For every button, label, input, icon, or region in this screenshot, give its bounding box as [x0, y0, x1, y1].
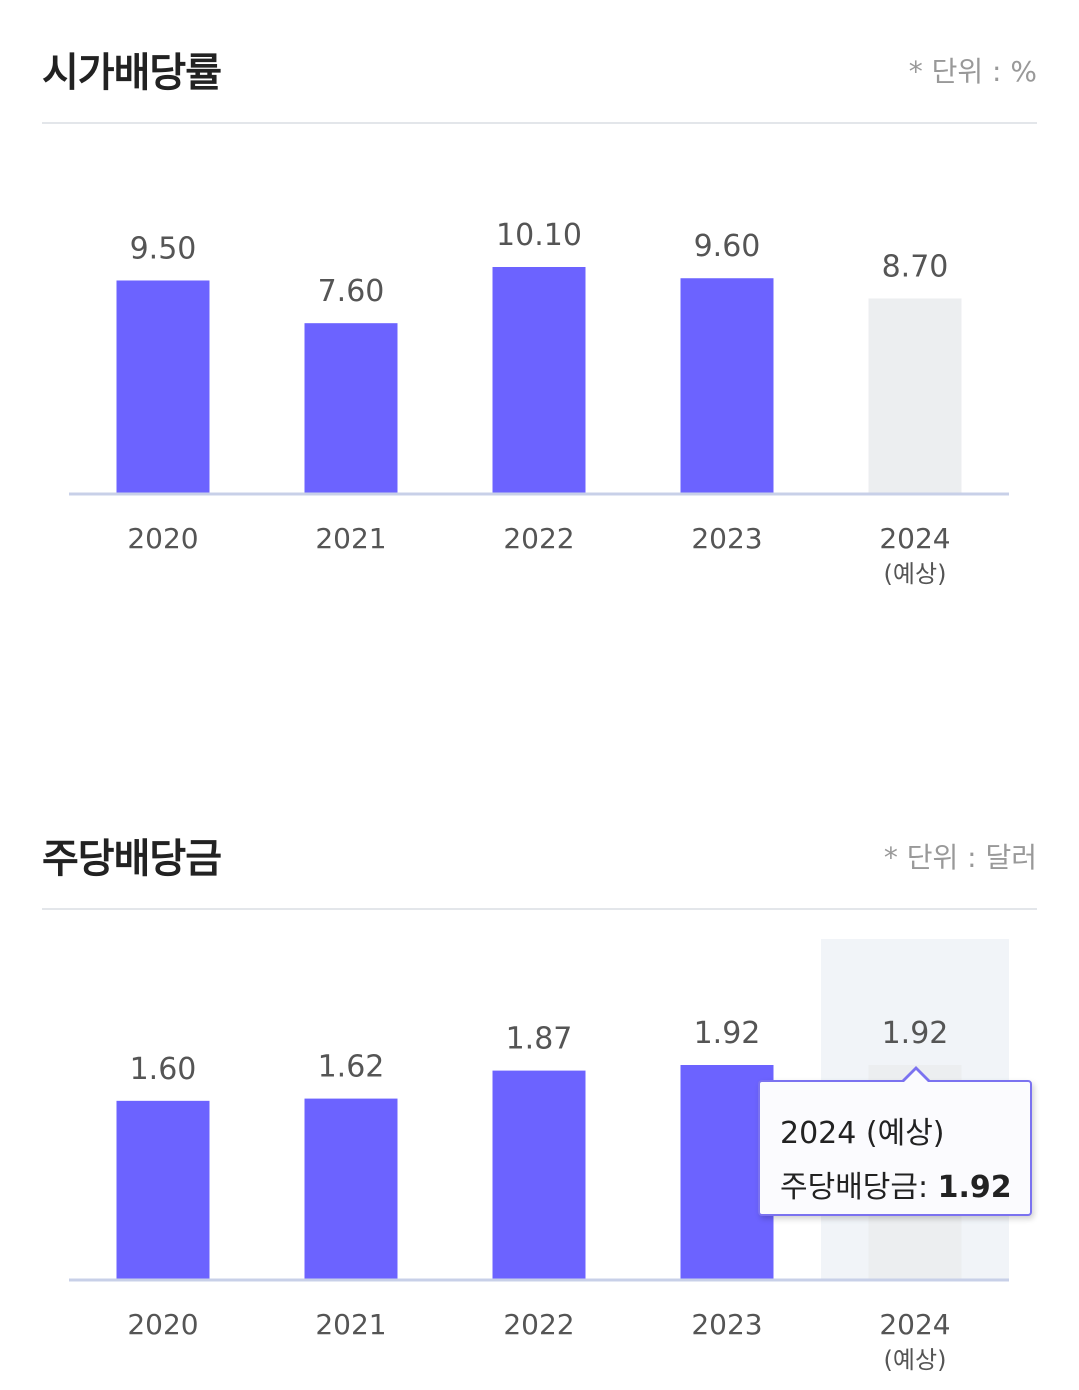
bar [492, 1070, 586, 1280]
bar [304, 1098, 398, 1280]
tooltip-arrow-inner [903, 1070, 929, 1083]
bar-value-label: 1.60 [130, 1052, 197, 1087]
unit-note: * 단위 : 달러 [883, 841, 1037, 874]
x-tick-label: 2022 [503, 1308, 574, 1341]
section-title: 주당배당금 [42, 836, 222, 882]
bar-value-label: 9.50 [130, 231, 197, 266]
x-tick-label: 2024 [879, 1308, 950, 1341]
bar [304, 323, 398, 494]
dividend-per-share-chart: 1.60 2020 1.62 2021 1.87 2022 1.92 2023 1.92 2024… [69, 939, 1009, 1374]
bar [492, 267, 586, 494]
dividend-yield-chart: 9.50 2020 7.60 2021 10.10 2022 9.60 2023 8.70 202… [69, 218, 1009, 588]
bar-value-label: 1.92 [694, 1016, 761, 1051]
tooltip-value: 1.92 [937, 1170, 1012, 1205]
tooltip-title: 2024 (예상) [780, 1116, 945, 1151]
section-title: 시가배당률 [42, 50, 222, 96]
x-tick-label: 2022 [503, 522, 574, 555]
x-tick-sublabel: (예상) [884, 1346, 947, 1374]
tooltip-series-label: 주당배당금: [780, 1170, 938, 1205]
unit-note: * 단위 : % [908, 55, 1037, 88]
dividend-yield-section: 시가배당률 * 단위 : % 9.50 2020 7.60 2021 10.10 2022… [42, 50, 1037, 588]
divider [42, 122, 1037, 124]
tooltip-value-line: 주당배당금: 1.92 [780, 1162, 1030, 1206]
bar-value-label: 1.62 [318, 1050, 385, 1085]
x-tick-label: 2020 [127, 522, 198, 555]
bar-value-label: 7.60 [318, 274, 385, 309]
x-tick-label: 2021 [315, 522, 386, 555]
bar-value-label: 1.87 [506, 1022, 573, 1057]
x-tick-label: 2020 [127, 1308, 198, 1341]
x-tick-label: 2021 [315, 1308, 386, 1341]
x-tick-sublabel: (예상) [884, 560, 947, 588]
x-tick-label: 2023 [691, 522, 762, 555]
bar-value-label: 9.60 [694, 229, 761, 264]
bar-value-label: 10.10 [496, 218, 582, 253]
divider [42, 908, 1037, 910]
x-tick-label: 2023 [691, 1308, 762, 1341]
bar [116, 1100, 210, 1280]
bar-value-label: 8.70 [882, 249, 949, 284]
bar-value-label: 1.92 [882, 1016, 949, 1051]
dividend-per-share-section: 주당배당금 * 단위 : 달러 1.60 2020 1.62 2021 1.87 2022… [0, 786, 1079, 1390]
bar [680, 278, 774, 494]
chart-tooltip: 2024 (예상) 주당배당금: 1.92 [758, 1066, 1032, 1216]
x-tick-label: 2024 [879, 522, 950, 555]
bar [116, 280, 210, 494]
bar [868, 298, 962, 494]
